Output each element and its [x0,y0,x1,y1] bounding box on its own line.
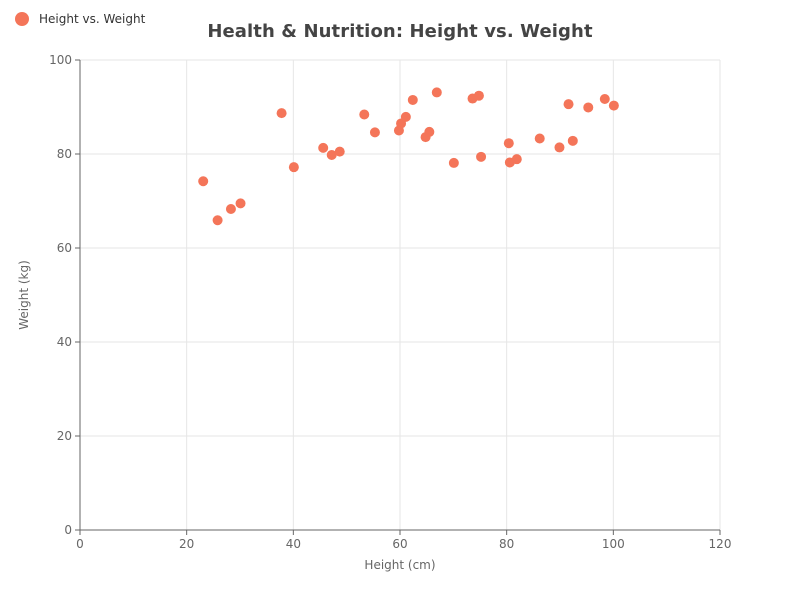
x-tick-label: 0 [76,537,84,551]
data-point[interactable] [334,146,345,157]
data-point[interactable] [369,127,380,138]
data-point[interactable] [511,154,522,165]
data-point[interactable] [359,109,370,120]
data-point[interactable] [473,90,484,101]
data-point[interactable] [431,87,442,98]
y-tick-label: 20 [57,429,72,443]
x-tick-label: 60 [392,537,407,551]
data-point[interactable] [583,102,594,113]
data-points [198,87,619,226]
x-tick-label: 20 [179,537,194,551]
data-point[interactable] [276,108,287,119]
y-tick-label: 0 [64,523,72,537]
x-axis-label: Height (cm) [364,558,435,572]
chart-title: Health & Nutrition: Height vs. Weight [207,21,593,42]
y-tick-label: 80 [57,147,72,161]
x-tick-label: 100 [602,537,625,551]
y-tick-label: 40 [57,335,72,349]
data-point[interactable] [476,151,487,162]
data-point[interactable] [212,215,223,226]
grid-lines [80,59,721,530]
legend-swatch-icon [15,12,29,26]
data-point[interactable] [326,149,337,160]
data-point[interactable] [503,138,514,149]
data-point[interactable] [235,198,246,209]
data-point[interactable] [448,157,459,168]
data-point[interactable] [567,135,578,146]
data-point[interactable] [318,142,329,153]
legend-label: Height vs. Weight [39,12,146,26]
data-point[interactable] [225,203,236,214]
data-point[interactable] [198,176,209,187]
data-point[interactable] [554,142,565,153]
x-tick-label: 80 [499,537,514,551]
data-point[interactable] [400,111,411,122]
axes: 0 20 40 60 80 100 120 0 20 40 60 80 100 [49,53,731,551]
data-point[interactable] [534,133,545,144]
data-point[interactable] [424,126,435,137]
data-point[interactable] [599,94,610,105]
y-axis-label: Weight (kg) [17,260,31,330]
data-point[interactable] [608,100,619,111]
data-point[interactable] [563,99,574,110]
y-tick-label: 60 [57,241,72,255]
data-point[interactable] [288,162,299,173]
y-tick-label: 100 [49,53,72,67]
x-tick-label: 40 [286,537,301,551]
data-point[interactable] [407,94,418,105]
x-tick-label: 120 [709,537,732,551]
legend[interactable]: Height vs. Weight [15,12,145,26]
